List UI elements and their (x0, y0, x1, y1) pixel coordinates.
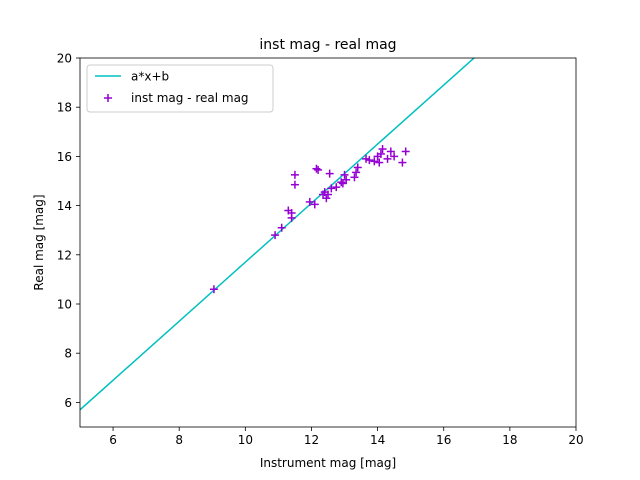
scatter-point (340, 170, 349, 179)
scatter-point (209, 285, 218, 294)
scatter-point (314, 165, 323, 174)
x-axis: 6 8 10 12 14 16 18 20 (109, 427, 584, 447)
scatter-point (312, 164, 321, 173)
legend-plus-marker (104, 94, 112, 102)
scatter-point (271, 231, 280, 240)
y-tick-label: 12 (57, 248, 72, 262)
scatter-point (398, 158, 407, 167)
legend-box (86, 64, 274, 113)
scatter-point (365, 156, 374, 165)
scatter-point (322, 194, 331, 203)
x-tick-label: 12 (304, 433, 319, 447)
y-tick-label: 18 (57, 101, 72, 115)
y-tick-label: 10 (57, 298, 72, 312)
scatter-point (325, 169, 334, 178)
legend-fit-line-label: a*x+b (131, 70, 169, 84)
chart-title: inst mag - real mag (259, 37, 396, 53)
scatter-point (375, 158, 384, 167)
scatter-point (287, 208, 296, 217)
y-tick-label: 6 (64, 396, 72, 410)
scatter-point (376, 149, 385, 158)
x-axis-label: Instrument mag [mag] (260, 456, 396, 470)
scatter-point (310, 200, 319, 209)
scatter-point (337, 178, 346, 187)
y-tick-label: 8 (64, 347, 72, 361)
legend: a*x+b inst mag - real mag (86, 64, 274, 113)
y-axis: 6 8 10 12 14 16 18 20 (57, 52, 80, 410)
scatter-point (350, 173, 359, 182)
legend-scatter-label: inst mag - real mag (131, 91, 249, 105)
scatter-point (353, 163, 362, 172)
plot-area (80, 58, 576, 427)
scatter-point (352, 168, 361, 177)
x-tick-label: 20 (568, 433, 583, 447)
y-axis-label: Real mag [mag] (32, 194, 46, 290)
scatter-point (370, 157, 379, 166)
plot-frame (79, 57, 577, 428)
x-tick-label: 16 (436, 433, 451, 447)
y-tick-label: 16 (57, 150, 72, 164)
scatter-points (209, 145, 410, 294)
scatter-point (290, 180, 299, 189)
y-tick-label: 14 (57, 199, 72, 213)
x-tick-label: 14 (370, 433, 385, 447)
scatter-point (386, 147, 395, 156)
scatter-point (277, 223, 286, 232)
scatter-point (290, 170, 299, 179)
x-tick-label: 8 (175, 433, 183, 447)
scatter-point (305, 197, 314, 206)
scatter-point (401, 147, 410, 156)
scatter-point (327, 184, 336, 193)
x-tick-label: 18 (502, 433, 517, 447)
scatter-point (324, 190, 332, 199)
x-tick-label: 6 (109, 433, 117, 447)
scatter-point (332, 183, 341, 192)
x-tick-label: 10 (238, 433, 253, 447)
scatter-point (383, 154, 392, 163)
legend-scatter-marker (104, 94, 112, 102)
scatter-point (390, 152, 399, 161)
y-tick-label: 20 (57, 52, 72, 66)
scatter-point (342, 175, 351, 184)
plot-content (80, 58, 476, 411)
scatter-point (378, 145, 387, 154)
